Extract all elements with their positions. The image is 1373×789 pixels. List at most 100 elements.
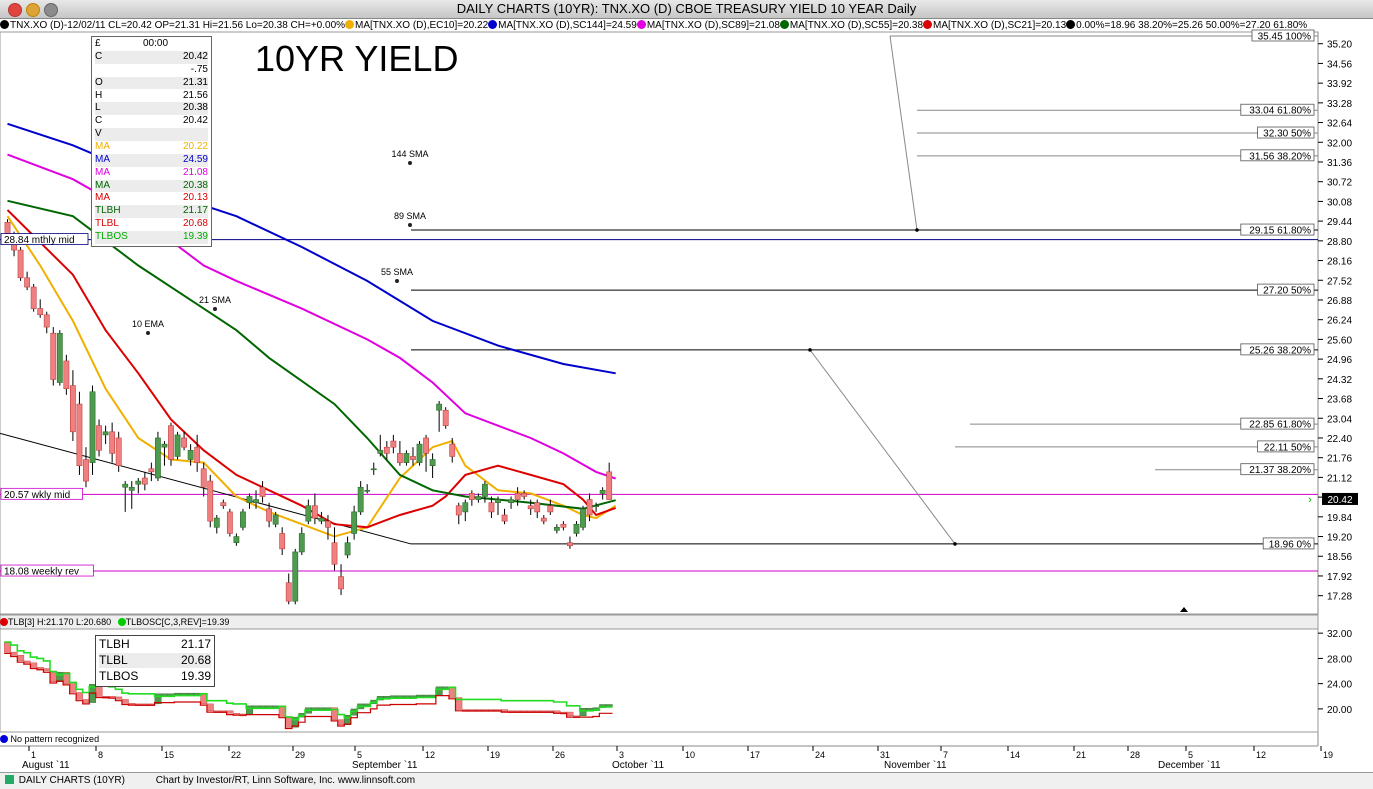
tlb-box: [226, 710, 234, 714]
legend-item[interactable]: MA[TNX.XO (D),SC21]=20.13: [923, 20, 1066, 31]
data-window-key: O: [95, 76, 103, 88]
legend-item[interactable]: TNX.XO (D)-12/02/11 CL=20.42 OP=21.31 Hi…: [0, 20, 345, 31]
x-day-label: 26: [555, 750, 565, 760]
x-day-label: 19: [1323, 750, 1333, 760]
legend-text: MA[TNX.XO (D),SC21]=20.13: [933, 20, 1067, 31]
x-day-label: 24: [815, 750, 825, 760]
legend-text: TNX.XO (D)-12/02/11 CL=20.42 OP=21.31 Hi…: [10, 20, 346, 31]
candle-body: [285, 582, 292, 602]
fib-anchor-dot: [808, 348, 812, 352]
y-tick-label: 17.92: [1327, 572, 1352, 583]
candle-body: [357, 486, 364, 513]
fib-tag-box: [1240, 417, 1315, 430]
lower-y-tick-label: 28.00: [1327, 654, 1352, 665]
y-tick-label: 25.60: [1327, 335, 1352, 346]
x-day-label: 29: [295, 750, 305, 760]
sma-label: 55 SMA: [381, 267, 413, 277]
window-title: DAILY CHARTS (10YR): TNX.XO (D) CBOE TRE…: [456, 1, 917, 16]
data-window-key: TLBH: [95, 205, 121, 217]
data-window: £00:00 C 20.42 -.75 O 21.31 H 21.56 L 20.38 C 20.42…: [91, 36, 212, 247]
tlb-box: [278, 705, 286, 717]
reference-tag-label: 18.08 weekly rev: [4, 567, 79, 578]
candle-body: [547, 505, 554, 513]
fib-tag-label: 22.11 50%: [1264, 442, 1311, 453]
legend-item[interactable]: MA[TNX.XO (D),EC10]=20.22: [345, 20, 488, 31]
footer-chart-name[interactable]: DAILY CHARTS (10YR): [18, 775, 125, 786]
x-day-label: 31: [880, 750, 890, 760]
data-window-value: 20.42: [182, 51, 208, 62]
legend-dot-icon: [779, 20, 789, 29]
candle-body: [573, 523, 580, 534]
candle-body: [462, 502, 469, 513]
pattern-status: No pattern recognized: [0, 734, 99, 745]
fib-anchor-line: [889, 35, 918, 231]
close-window-button[interactable]: [8, 3, 22, 17]
candle-body: [390, 440, 397, 448]
data-window-row: MA 20.13: [95, 192, 208, 205]
data-window-row: MA 24.59: [95, 153, 208, 167]
candle-body: [240, 511, 246, 528]
candle-body: [527, 505, 534, 510]
candle-body: [482, 483, 488, 497]
candle-body: [553, 526, 560, 531]
candle-body: [442, 409, 449, 426]
candle-body: [161, 443, 168, 448]
x-day-label: 7: [943, 750, 948, 760]
fib-tag-box: [1262, 537, 1315, 550]
fib-tag-box: [1240, 223, 1315, 236]
data-window-value: 20.22: [182, 140, 208, 152]
tlb-box: [115, 696, 123, 700]
candle-body: [560, 523, 567, 528]
candle-body: [495, 499, 501, 503]
fib-tag-label: 35.45 100%: [1258, 32, 1311, 43]
minimize-window-button[interactable]: [26, 3, 40, 17]
data-window-value: 20.42: [182, 115, 208, 127]
data-window-currency: £: [95, 38, 101, 49]
tlb-box: [4, 642, 12, 653]
moving-average-line: [6, 215, 617, 538]
candle-body: [233, 536, 240, 543]
x-month-label: August `11: [22, 759, 70, 771]
reference-tag-box: [0, 564, 94, 577]
tlbosc-legend-dot: [117, 618, 126, 626]
legend-item[interactable]: 0.00%=18.96 38.20%=25.26 50.00%=27.20 61…: [1066, 20, 1307, 31]
candle-body: [606, 471, 613, 500]
data-window-time: 00:00: [143, 38, 169, 49]
x-day-label: 12: [1256, 750, 1266, 760]
lower-data-box: TLBH 21.17 TLBL 20.68 TLBOS 19.39: [95, 635, 215, 687]
sma-label-dot: [408, 161, 412, 165]
x-day-label: 17: [750, 750, 760, 760]
legend-item[interactable]: MA[TNX.XO (D),SC144]=24.59: [488, 20, 637, 31]
candle-body: [187, 449, 194, 460]
fib-anchor-dot: [915, 228, 919, 232]
data-window-key: TLBL: [95, 218, 119, 230]
legend-item[interactable]: MA[TNX.XO (D),SC55]=20.38: [779, 20, 923, 31]
tlb-box: [49, 670, 57, 682]
tlb-box: [10, 651, 18, 656]
tlb-box: [363, 703, 371, 707]
candle-body: [259, 486, 266, 497]
x-day-label: 1: [31, 750, 36, 760]
candle-body: [534, 502, 541, 513]
data-window-value: 21.08: [182, 166, 208, 178]
data-window-row: TLBOS 19.39: [95, 230, 208, 244]
zoom-window-button[interactable]: [44, 3, 58, 17]
tlb-box: [501, 709, 509, 712]
candle-body: [148, 468, 155, 473]
candle-body: [213, 517, 220, 528]
fib-tag-label: 25.26 38.20%: [1249, 345, 1311, 356]
data-window-key: MA: [95, 179, 110, 191]
candle-body: [272, 514, 279, 525]
y-tick-label: 35.20: [1327, 40, 1352, 51]
data-window-row: MA 20.22: [95, 141, 208, 154]
pattern-text: No pattern recognized: [10, 734, 100, 744]
legend-item[interactable]: MA[TNX.XO (D),SC89]=21.08: [636, 20, 780, 31]
candle-body: [383, 446, 390, 454]
x-day-label: 5: [1188, 750, 1193, 760]
footer-bar: DAILY CHARTS (10YR) Chart by Investor/RT…: [0, 772, 1373, 789]
reference-tag-label: 28.84 mthly mid: [4, 235, 75, 246]
data-window-value: 20.38: [182, 102, 208, 114]
candle-body: [540, 517, 547, 522]
x-day-label: 5: [357, 750, 362, 760]
